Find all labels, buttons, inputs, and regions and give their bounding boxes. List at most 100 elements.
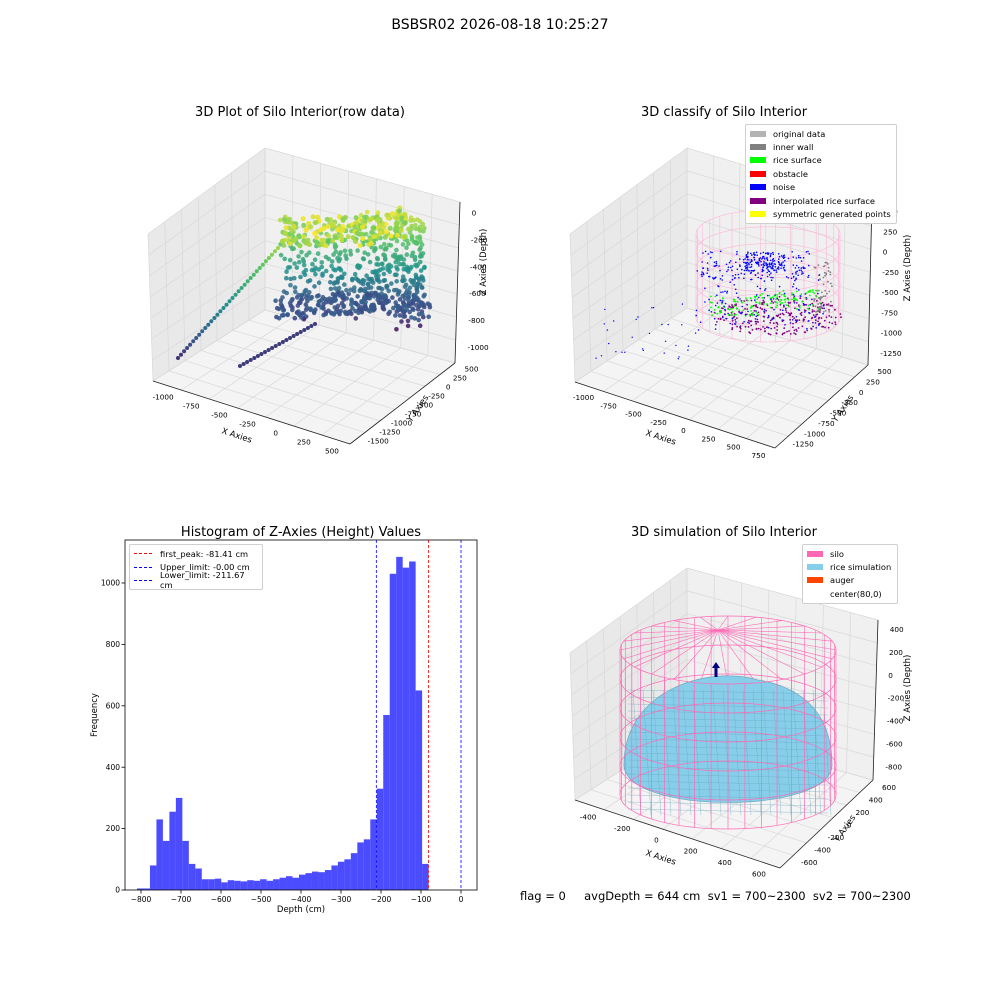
raw-point [297, 300, 302, 306]
cls-noise-point [772, 317, 775, 320]
raw-z-tick: 0 [472, 209, 477, 218]
legend-item: rice surface [750, 154, 892, 167]
sim-roof-spoke [673, 629, 719, 680]
cls-interp-point [781, 333, 784, 336]
cls-noise-point [741, 305, 744, 308]
cls-interp-point [828, 321, 831, 324]
cls-noise-point [801, 271, 803, 273]
cls-noise-point [806, 327, 808, 330]
cls-noise-point [763, 297, 765, 299]
cls-noise-point [775, 271, 778, 273]
cls-noise-point [783, 304, 785, 307]
cls-rice-point [731, 307, 733, 310]
sim-z-tick: -400 [887, 717, 904, 726]
raw-point [332, 280, 338, 285]
raw-point [413, 223, 418, 228]
raw-point [307, 242, 313, 248]
cls-noise-point [761, 269, 764, 272]
raw-point [400, 278, 405, 283]
raw-outlier [200, 329, 205, 334]
raw-point [316, 280, 322, 286]
legend-item: inner wall [750, 140, 892, 153]
histogram-bar [137, 888, 144, 890]
cls-wall-point [818, 307, 821, 309]
raw-point [402, 220, 408, 226]
cls-noise-point [761, 274, 763, 277]
cls-noise-point [744, 258, 746, 260]
raw-z-tick: -600 [469, 289, 486, 298]
histogram-bar [415, 690, 423, 890]
figure-suptitle: BSBSR02 2026-08-18 10:25:27 [391, 17, 609, 33]
raw-point [319, 260, 325, 265]
cls-noise-point [749, 270, 751, 272]
cls-rice-point [806, 307, 809, 310]
raw-point [333, 267, 338, 273]
raw-outlier [176, 356, 180, 360]
raw-y-tick: -750 [405, 410, 422, 419]
cls-x-tick: 250 [702, 434, 716, 443]
cls-x-tick: 500 [727, 443, 741, 452]
cls-interp-point [785, 311, 788, 313]
raw-point [367, 217, 373, 223]
cls-interp-point [788, 302, 790, 304]
cls-rice-point [808, 291, 810, 293]
cls-noise-point [716, 302, 719, 304]
cls-noise-point [787, 277, 789, 279]
sim-roof-spoke [634, 629, 719, 668]
cls-noise-point [792, 283, 795, 285]
cls-rice-point [735, 307, 738, 310]
raw-point [329, 263, 334, 269]
cls-interp-point [739, 327, 742, 330]
cls-noise-point [746, 259, 749, 261]
cls-noise-point [741, 268, 743, 271]
raw-outlier [257, 266, 262, 270]
cls-noise-point [744, 262, 747, 264]
histogram-legend-item: first_peak: -81.41 cm [134, 547, 258, 560]
raw-point [399, 319, 404, 324]
cls-noise-point [706, 272, 708, 275]
cls-interp-point [744, 308, 746, 310]
cls-wall-point [825, 273, 828, 276]
raw-point [342, 309, 348, 315]
cls-noise-point [760, 260, 762, 263]
cls-noise-point [781, 264, 783, 267]
raw-z-tick: -200 [471, 236, 488, 245]
cls-noise-point [747, 310, 749, 313]
raw-point [381, 278, 387, 284]
cls-interp-point [762, 315, 765, 318]
raw-grid [209, 324, 320, 400]
cls-noise-point [768, 265, 770, 268]
raw-plot-scatter [176, 205, 433, 368]
cls-axis-line [774, 364, 869, 449]
legend-item: symmetric generated points [750, 207, 892, 220]
cls-noise-point [713, 278, 715, 280]
raw-outlier [227, 299, 232, 304]
cls-y-tick: -750 [818, 419, 835, 428]
cls-noise-point [773, 308, 775, 311]
raw-point [332, 298, 338, 303]
raw-point [323, 254, 329, 260]
cls-noise-point [706, 267, 709, 270]
cls-interp-point [763, 301, 765, 304]
raw-point [418, 303, 423, 308]
cls-noise-point [696, 270, 699, 272]
raw-grid [264, 147, 461, 203]
cls-rice-point [791, 294, 793, 296]
cls-noise-point [734, 288, 737, 291]
cls-interp-point [839, 313, 842, 315]
sim-rice-hatch [752, 689, 762, 816]
cls-noise-point [752, 253, 755, 255]
sim-grid [603, 628, 608, 780]
cls-wall-point [818, 289, 820, 292]
cls-wall-point [813, 298, 816, 300]
cls-noise-point [804, 304, 806, 306]
cls-noise-point [783, 256, 786, 259]
raw-point [337, 266, 343, 272]
cls-grid [606, 360, 802, 425]
cls-noise-point [608, 342, 610, 345]
cls-grid [586, 221, 592, 372]
cls-interp-point [784, 309, 787, 311]
sim-y-tick: -600 [801, 858, 818, 867]
raw-outlier [309, 324, 314, 328]
histogram-bar [156, 819, 163, 890]
